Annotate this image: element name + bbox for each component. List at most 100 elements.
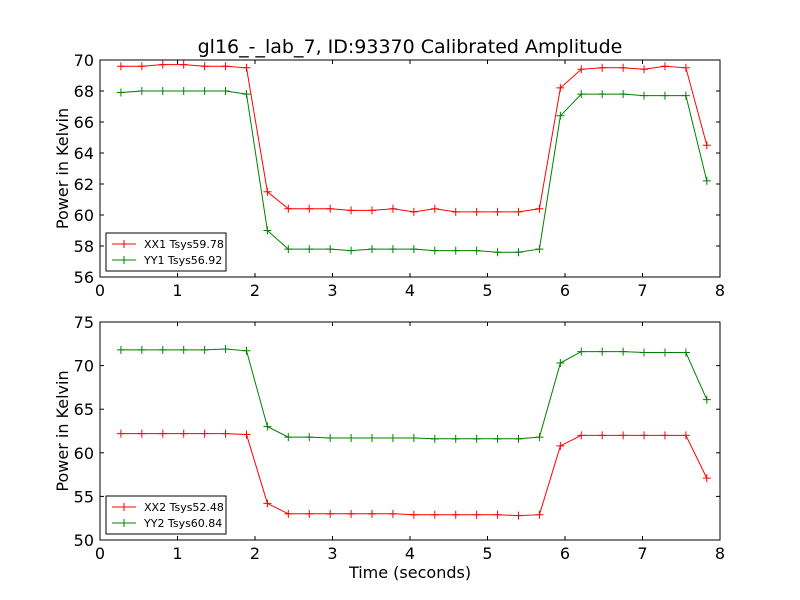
data-point xyxy=(430,434,439,443)
data-point xyxy=(368,433,377,442)
x-tick-label: 7 xyxy=(637,281,647,300)
data-point xyxy=(493,207,502,216)
data-point xyxy=(409,245,418,254)
data-point xyxy=(200,345,209,354)
y-axis-label: Power in Kelvin xyxy=(53,108,72,229)
data-point xyxy=(514,511,523,520)
data-point xyxy=(326,509,335,518)
data-point xyxy=(305,433,314,442)
data-point xyxy=(598,347,607,356)
legend-swatch-marker xyxy=(120,519,128,527)
series-line-1 xyxy=(120,64,708,213)
data-point xyxy=(179,429,188,438)
data-point xyxy=(305,204,314,213)
data-point xyxy=(556,83,565,92)
data-point xyxy=(137,87,146,95)
y-tick-label: 62 xyxy=(74,175,94,194)
data-point xyxy=(221,62,230,71)
data-point xyxy=(535,433,544,442)
data-point xyxy=(263,499,272,508)
data-point xyxy=(640,91,649,100)
data-point xyxy=(514,434,523,443)
data-point xyxy=(640,431,649,440)
data-point xyxy=(702,395,711,404)
data-point xyxy=(200,62,209,71)
data-point xyxy=(179,87,188,95)
data-point xyxy=(640,348,649,357)
data-point xyxy=(598,431,607,440)
data-point xyxy=(660,62,669,71)
x-tick-label: 2 xyxy=(250,281,260,300)
data-point xyxy=(305,509,314,518)
x-tick-label: 7 xyxy=(637,544,647,563)
legend-swatch-marker xyxy=(120,503,128,511)
x-tick-label: 8 xyxy=(715,281,725,300)
y-tick-label: 68 xyxy=(74,82,94,101)
data-point xyxy=(116,429,125,438)
data-point xyxy=(556,111,565,120)
y-tick-label: 66 xyxy=(74,113,94,132)
data-point xyxy=(326,245,335,254)
data-point xyxy=(430,246,439,255)
data-point xyxy=(451,207,460,216)
data-point xyxy=(619,347,628,356)
data-point xyxy=(451,246,460,255)
x-tick-label: 3 xyxy=(327,544,337,563)
legend-swatch-marker xyxy=(120,256,128,264)
data-point xyxy=(326,433,335,442)
legend-label: XX1 Tsys59.78 xyxy=(144,238,224,251)
data-point xyxy=(702,474,711,483)
x-tick-label: 0 xyxy=(95,544,105,563)
y-tick-label: 58 xyxy=(74,237,94,256)
data-point xyxy=(619,431,628,440)
data-point xyxy=(242,90,251,99)
series-line-2 xyxy=(120,90,708,253)
data-point xyxy=(430,510,439,519)
data-point xyxy=(388,204,397,213)
data-point xyxy=(284,204,293,213)
y-tick-label: 70 xyxy=(74,357,94,376)
y-tick-label: 55 xyxy=(74,487,94,506)
data-point xyxy=(556,358,565,367)
data-point xyxy=(702,141,711,150)
data-point xyxy=(116,345,125,354)
data-point xyxy=(660,91,669,100)
data-point xyxy=(158,429,167,438)
data-point xyxy=(137,345,146,354)
data-point xyxy=(242,63,251,72)
data-point xyxy=(200,87,209,95)
data-point xyxy=(681,91,690,100)
data-point xyxy=(347,509,356,518)
data-point xyxy=(347,246,356,255)
legend-label: XX2 Tsys52.48 xyxy=(144,501,224,514)
data-point xyxy=(619,63,628,72)
data-point xyxy=(179,60,188,69)
data-point xyxy=(368,509,377,518)
x-tick-label: 5 xyxy=(482,544,492,563)
data-point xyxy=(347,433,356,442)
x-tick-label: 0 xyxy=(95,281,105,300)
data-point xyxy=(221,345,230,354)
x-tick-label: 6 xyxy=(560,544,570,563)
data-point xyxy=(472,434,481,443)
y-tick-label: 70 xyxy=(74,51,94,70)
x-tick-label: 3 xyxy=(327,281,337,300)
data-point xyxy=(137,429,146,438)
data-point xyxy=(514,207,523,216)
data-point xyxy=(200,429,209,438)
legend-box xyxy=(105,495,227,535)
legend-swatch-marker xyxy=(120,240,128,248)
data-point xyxy=(409,433,418,442)
data-point xyxy=(179,345,188,354)
x-tick-label: 2 xyxy=(250,544,260,563)
data-point xyxy=(451,434,460,443)
data-point xyxy=(493,510,502,519)
data-point xyxy=(577,347,586,356)
y-tick-label: 64 xyxy=(74,144,94,163)
data-point xyxy=(577,65,586,74)
data-point xyxy=(535,510,544,519)
legend-label: YY1 Tsys56.92 xyxy=(143,254,222,267)
legend: XX1 Tsys59.78 YY1 Tsys56.92 xyxy=(105,232,227,272)
